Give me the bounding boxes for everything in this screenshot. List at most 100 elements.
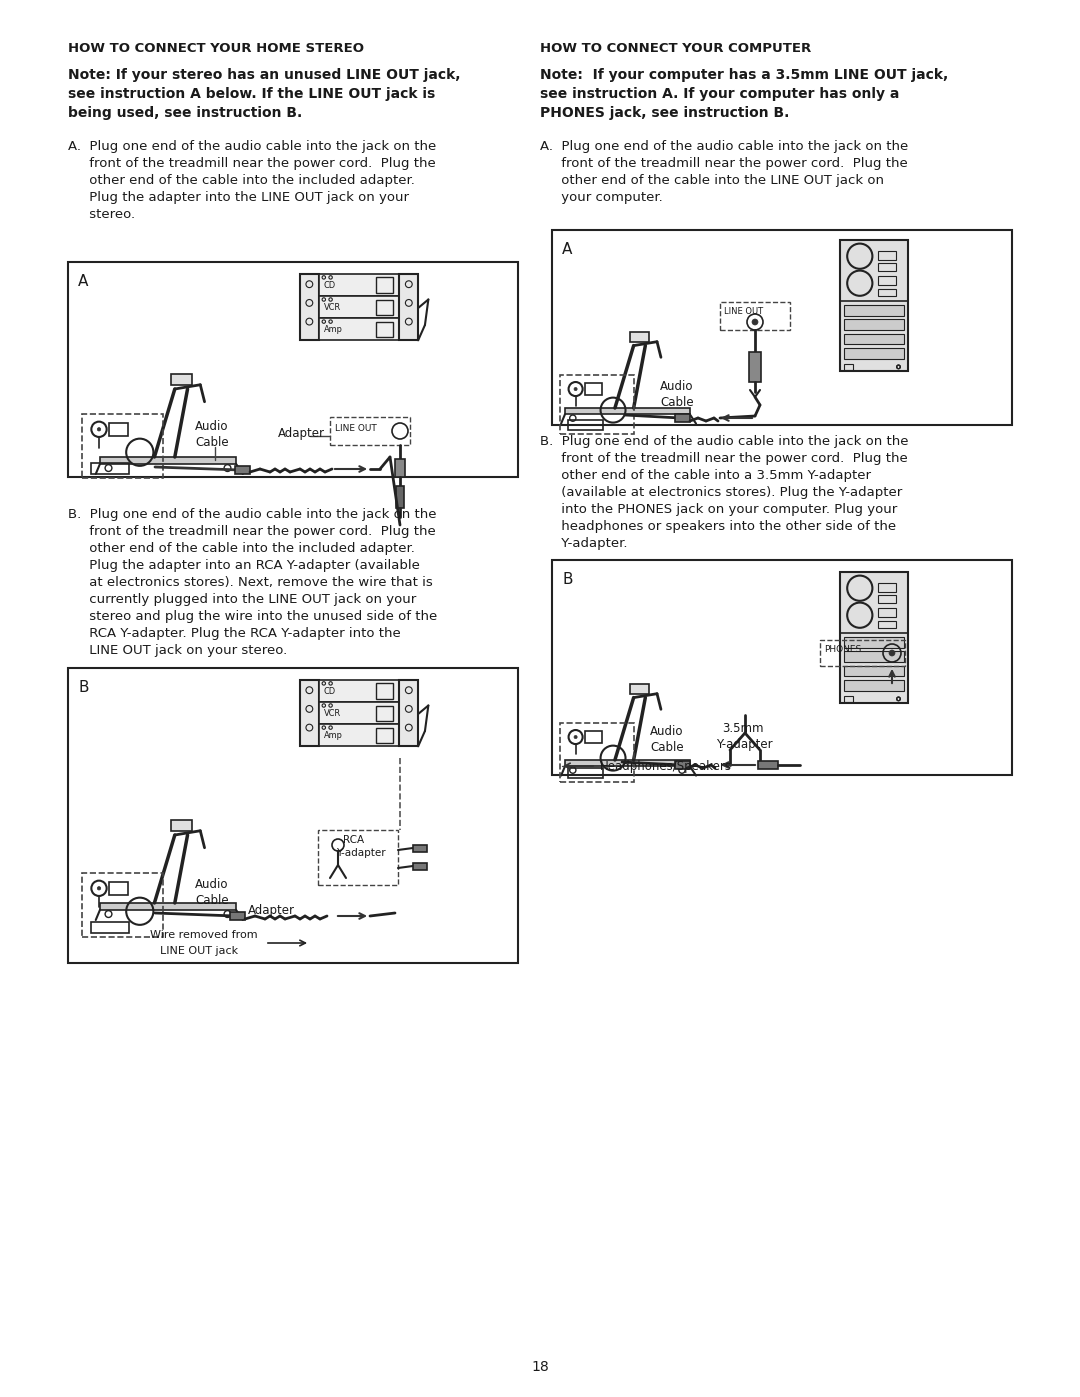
Text: RCA: RCA — [343, 835, 364, 845]
Text: stereo.: stereo. — [68, 208, 135, 221]
Text: Audio: Audio — [650, 725, 684, 738]
FancyBboxPatch shape — [675, 414, 690, 422]
FancyBboxPatch shape — [843, 665, 904, 676]
FancyBboxPatch shape — [843, 319, 904, 330]
Text: Cable: Cable — [660, 395, 693, 409]
FancyBboxPatch shape — [840, 571, 907, 703]
Text: Note:  If your computer has a 3.5mm LINE OUT jack,: Note: If your computer has a 3.5mm LINE … — [540, 68, 948, 82]
Text: B: B — [78, 680, 89, 694]
Text: LINE OUT: LINE OUT — [724, 307, 764, 316]
Polygon shape — [100, 457, 237, 464]
Text: B.  Plug one end of the audio cable into the jack on the: B. Plug one end of the audio cable into … — [540, 434, 908, 448]
Text: HOW TO CONNECT YOUR COMPUTER: HOW TO CONNECT YOUR COMPUTER — [540, 42, 811, 54]
Circle shape — [889, 650, 895, 657]
Text: headphones or speakers into the other side of the: headphones or speakers into the other si… — [540, 520, 896, 534]
Text: see instruction A below. If the LINE OUT jack is: see instruction A below. If the LINE OUT… — [68, 87, 435, 101]
Text: Y-adapter.: Y-adapter. — [540, 536, 627, 550]
FancyBboxPatch shape — [758, 761, 778, 768]
Text: PHONES jack, see instruction B.: PHONES jack, see instruction B. — [540, 106, 789, 120]
Text: LINE OUT jack: LINE OUT jack — [160, 946, 238, 956]
Text: at electronics stores). Next, remove the wire that is: at electronics stores). Next, remove the… — [68, 576, 433, 590]
Text: front of the treadmill near the power cord.  Plug the: front of the treadmill near the power co… — [540, 156, 908, 170]
Text: B.  Plug one end of the audio cable into the jack on the: B. Plug one end of the audio cable into … — [68, 509, 436, 521]
Polygon shape — [565, 760, 690, 766]
Text: CD: CD — [324, 281, 336, 289]
Text: Headphones/Speakers: Headphones/Speakers — [600, 760, 732, 773]
Polygon shape — [171, 820, 192, 831]
Text: A.  Plug one end of the audio cable into the jack on the: A. Plug one end of the audio cable into … — [68, 140, 436, 154]
Text: Audio: Audio — [660, 380, 693, 393]
Text: stereo and plug the wire into the unused side of the: stereo and plug the wire into the unused… — [68, 610, 437, 623]
Text: Cable: Cable — [650, 740, 684, 754]
Text: A: A — [78, 274, 89, 289]
Text: other end of the cable into the included adapter.: other end of the cable into the included… — [68, 542, 415, 555]
FancyBboxPatch shape — [230, 912, 245, 921]
FancyBboxPatch shape — [319, 274, 400, 296]
Text: Y-adapter: Y-adapter — [336, 848, 386, 858]
FancyBboxPatch shape — [750, 352, 761, 381]
Text: 3.5mm: 3.5mm — [723, 722, 764, 735]
FancyBboxPatch shape — [843, 348, 904, 359]
Text: (available at electronics stores). Plug the Y-adapter: (available at electronics stores). Plug … — [540, 486, 902, 499]
Text: Audio: Audio — [195, 420, 229, 433]
Circle shape — [97, 887, 100, 890]
Text: Cable: Cable — [195, 894, 229, 907]
Text: currently plugged into the LINE OUT jack on your: currently plugged into the LINE OUT jack… — [68, 592, 416, 606]
FancyBboxPatch shape — [400, 680, 418, 746]
Text: front of the treadmill near the power cord.  Plug the: front of the treadmill near the power co… — [68, 525, 435, 538]
FancyBboxPatch shape — [843, 334, 904, 345]
Text: RCA Y-adapter. Plug the RCA Y-adapter into the: RCA Y-adapter. Plug the RCA Y-adapter in… — [68, 627, 401, 640]
Text: Y-adapter: Y-adapter — [716, 738, 772, 752]
Text: VCR: VCR — [324, 708, 341, 718]
FancyBboxPatch shape — [843, 680, 904, 690]
FancyBboxPatch shape — [843, 637, 904, 648]
FancyBboxPatch shape — [843, 651, 904, 662]
Text: Wire removed from: Wire removed from — [150, 930, 258, 940]
Text: Adapter: Adapter — [278, 427, 325, 440]
FancyBboxPatch shape — [319, 680, 400, 703]
Text: front of the treadmill near the power cord.  Plug the: front of the treadmill near the power co… — [68, 156, 435, 170]
Text: 18: 18 — [531, 1361, 549, 1375]
Polygon shape — [171, 374, 192, 384]
FancyBboxPatch shape — [319, 296, 400, 319]
FancyBboxPatch shape — [319, 703, 400, 724]
Text: LINE OUT jack on your stereo.: LINE OUT jack on your stereo. — [68, 644, 287, 657]
Text: being used, see instruction B.: being used, see instruction B. — [68, 106, 302, 120]
Text: see instruction A. If your computer has only a: see instruction A. If your computer has … — [540, 87, 900, 101]
Text: Adapter: Adapter — [248, 904, 295, 916]
Polygon shape — [100, 902, 237, 909]
Text: CD: CD — [324, 686, 336, 696]
Text: Plug the adapter into an RCA Y-adapter (available: Plug the adapter into an RCA Y-adapter (… — [68, 559, 420, 571]
Text: other end of the cable into the included adapter.: other end of the cable into the included… — [68, 175, 415, 187]
FancyBboxPatch shape — [300, 274, 319, 341]
FancyBboxPatch shape — [394, 458, 405, 476]
FancyBboxPatch shape — [840, 240, 907, 370]
FancyBboxPatch shape — [300, 680, 319, 746]
Text: other end of the cable into a 3.5mm Y-adapter: other end of the cable into a 3.5mm Y-ad… — [540, 469, 870, 482]
Text: VCR: VCR — [324, 303, 341, 312]
Text: Note: If your stereo has an unused LINE OUT jack,: Note: If your stereo has an unused LINE … — [68, 68, 460, 82]
Text: front of the treadmill near the power cord.  Plug the: front of the treadmill near the power co… — [540, 453, 908, 465]
Text: B: B — [562, 571, 572, 587]
FancyBboxPatch shape — [319, 319, 400, 341]
Text: Amp: Amp — [324, 324, 342, 334]
Text: other end of the cable into the LINE OUT jack on: other end of the cable into the LINE OUT… — [540, 175, 885, 187]
Text: Audio: Audio — [195, 877, 229, 891]
FancyBboxPatch shape — [675, 761, 690, 768]
FancyBboxPatch shape — [235, 467, 249, 474]
Text: Amp: Amp — [324, 731, 342, 740]
Text: LINE OUT: LINE OUT — [335, 425, 377, 433]
FancyBboxPatch shape — [413, 863, 427, 870]
FancyBboxPatch shape — [396, 486, 404, 509]
Text: Cable: Cable — [195, 436, 229, 448]
Polygon shape — [630, 683, 649, 694]
Circle shape — [575, 387, 577, 391]
Text: into the PHONES jack on your computer. Plug your: into the PHONES jack on your computer. P… — [540, 503, 897, 515]
FancyBboxPatch shape — [319, 724, 400, 746]
Circle shape — [575, 735, 577, 739]
FancyBboxPatch shape — [843, 305, 904, 316]
Polygon shape — [565, 408, 690, 415]
Text: PHONES: PHONES — [824, 645, 861, 654]
Circle shape — [97, 427, 100, 432]
Text: A: A — [562, 242, 572, 257]
